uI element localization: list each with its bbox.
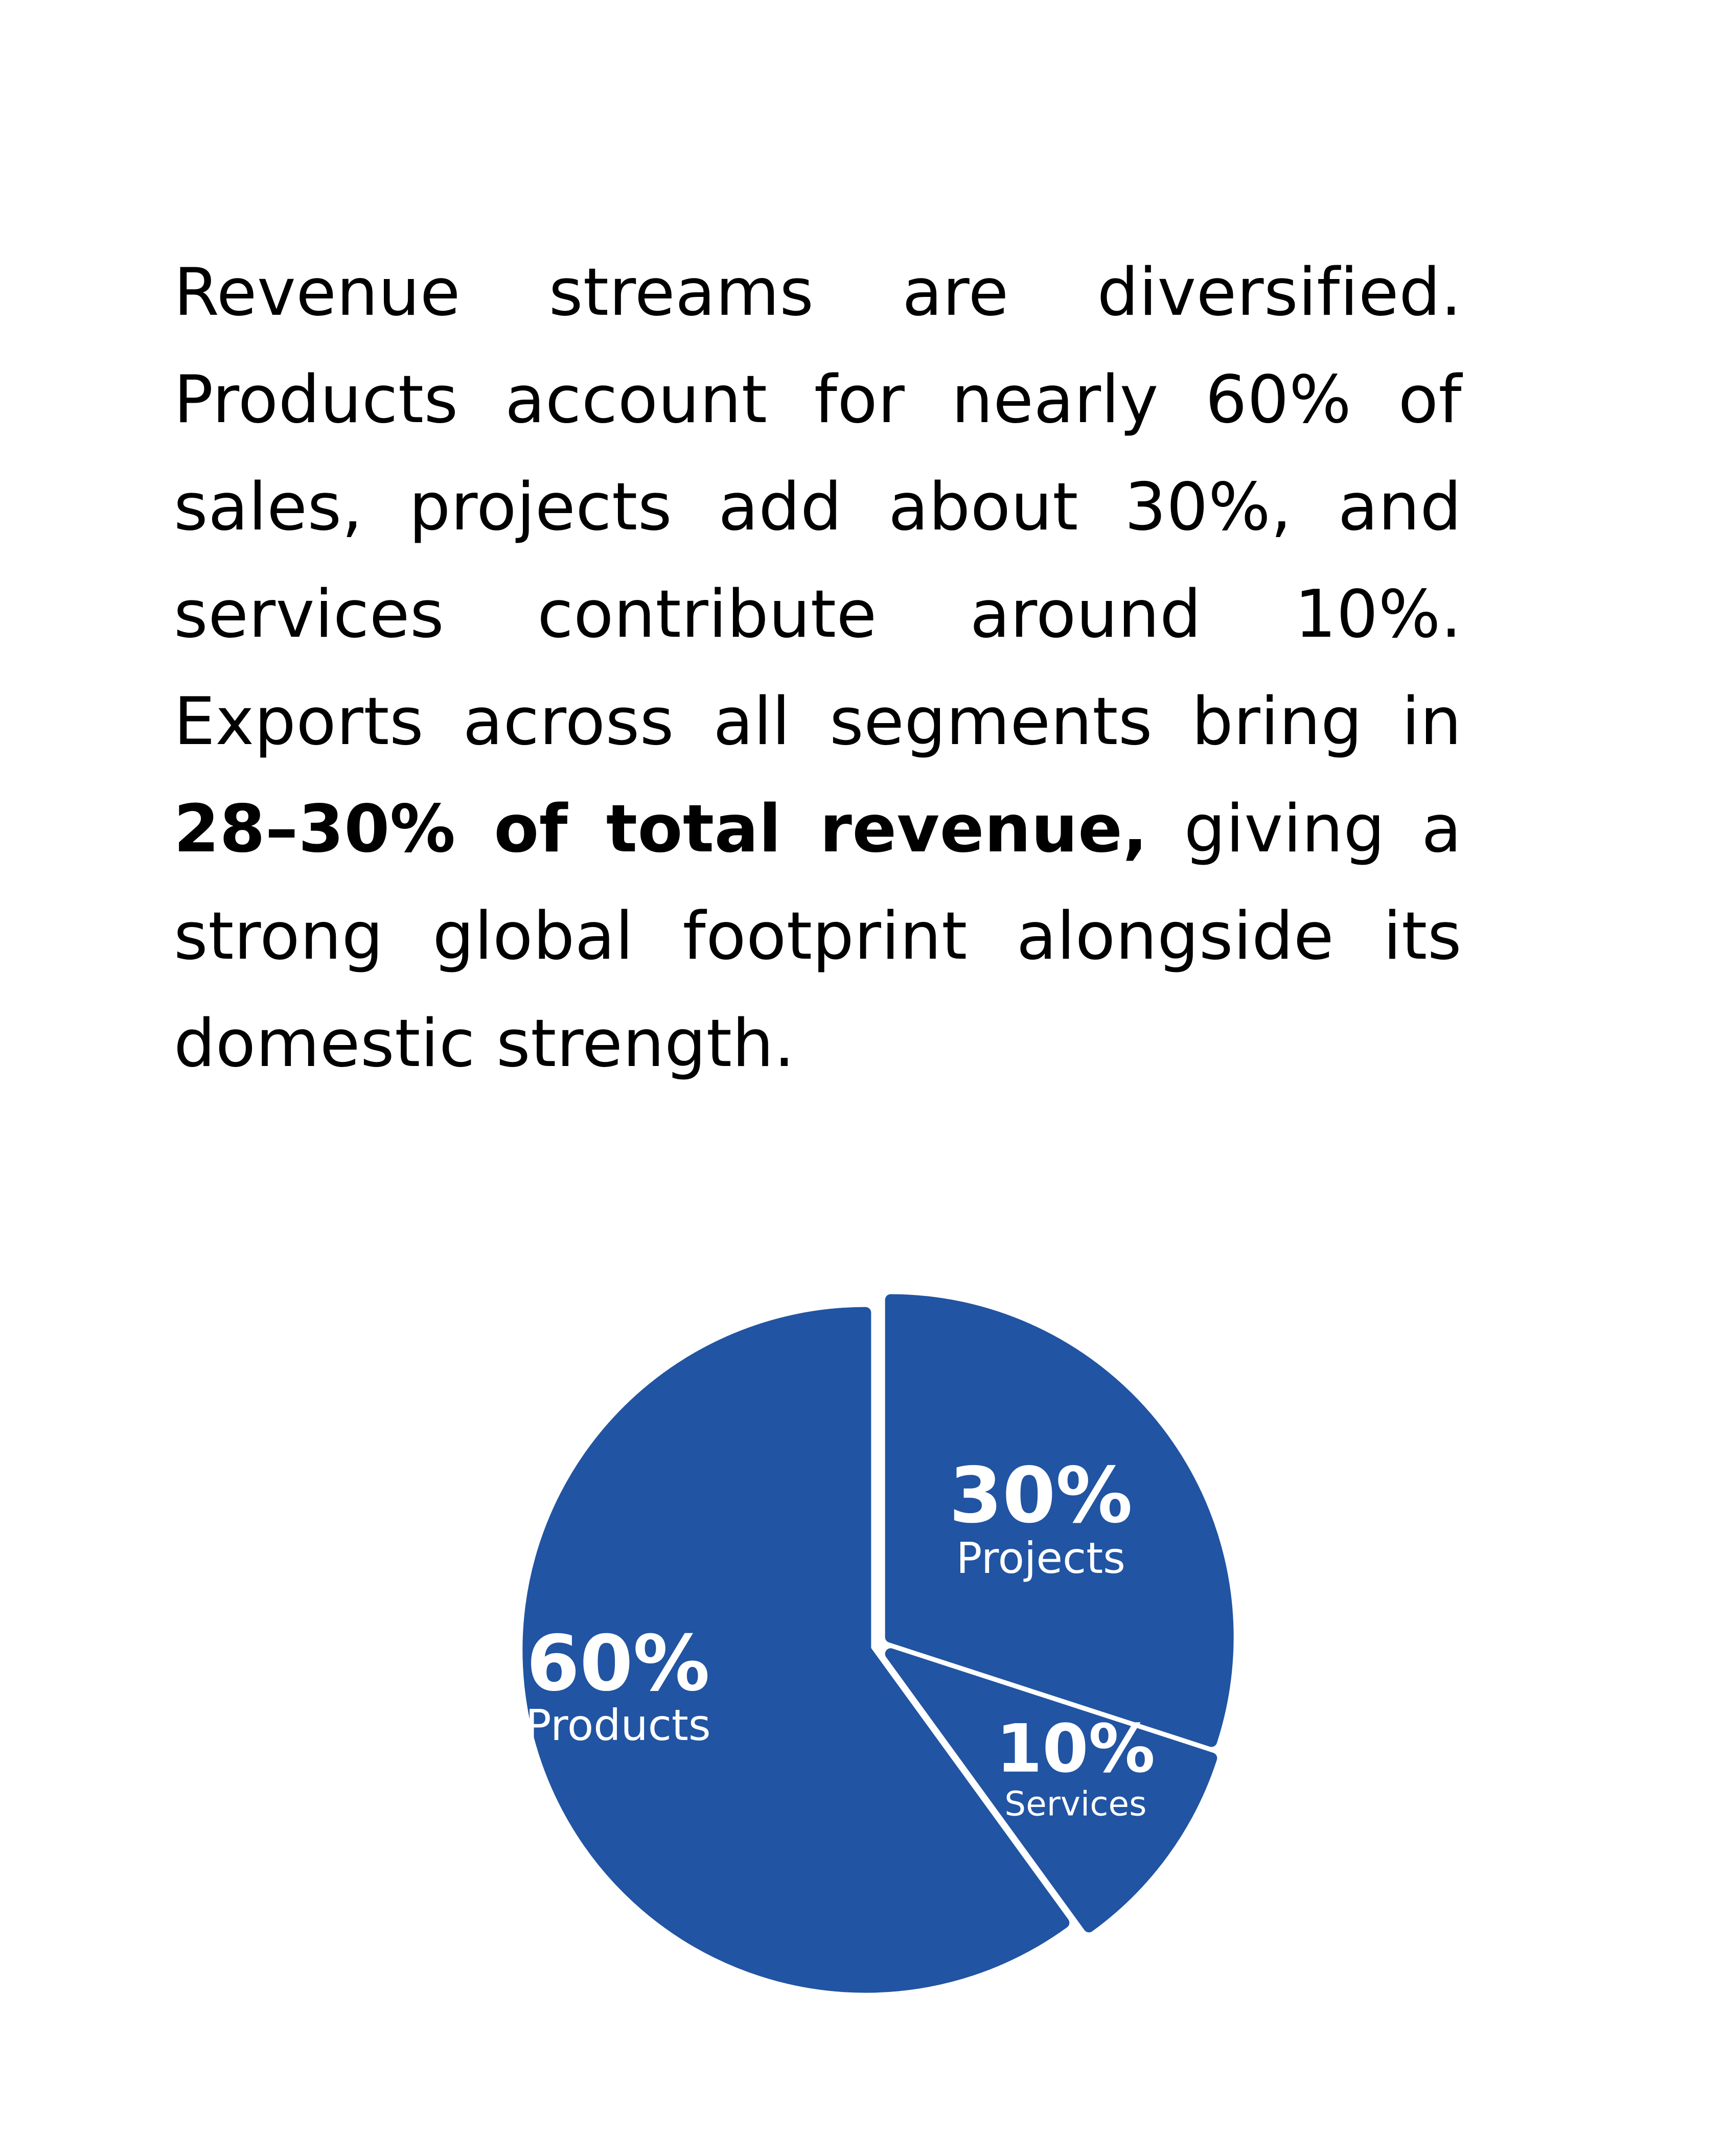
description-paragraph: Revenue streams are diversified. Product… [174,239,1462,1098]
pie-slice-products [522,1307,1070,1993]
pie-label-value-products: 60% [526,1619,710,1708]
description-text-intro: Revenue streams are diversified. Product… [174,254,1462,760]
pie-label-category-projects: Projects [956,1533,1125,1583]
pie-label-value-projects: 30% [949,1451,1133,1540]
pie-label-value-services: 10% [996,1710,1155,1788]
description-text-outro: giving a strong global footprint alongsi… [174,791,1462,1082]
pie-label-category-products: Products [525,1700,711,1750]
description-text-highlight: 28–30% of total revenue, [174,791,1148,867]
pie-slice-services [885,1648,1217,1933]
pie-slice-projects [885,1294,1234,1747]
pie-label-category-services: Services [1004,1784,1146,1824]
